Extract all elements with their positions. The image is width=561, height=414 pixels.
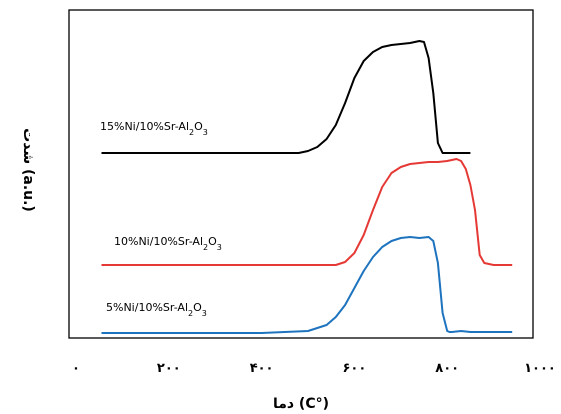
series-line-3 — [101, 236, 513, 334]
x-tick-label: ۶۰۰ — [342, 361, 366, 376]
series-label-1: 15%Ni/10%Sr-Al2O3 — [100, 120, 208, 137]
series-line-2 — [101, 158, 513, 266]
series-line-1 — [101, 40, 471, 154]
series-labels: 15%Ni/10%Sr-Al2O3 10%Ni/10%Sr-Al2O3 5%Ni/1… — [100, 120, 222, 318]
series-label-3: 5%Ni/10%Sr-Al2O3 — [106, 301, 207, 318]
y-axis-title: شدت (a.u.) — [20, 128, 36, 212]
x-tick-label: ۱۰۰۰ — [524, 361, 556, 376]
plot-frame — [68, 9, 534, 339]
x-tick-label: ۲۰۰ — [157, 361, 181, 376]
x-tick-label: ۰ — [72, 361, 80, 376]
x-tick-label: ۴۰۰ — [250, 361, 274, 376]
x-tick-labels: ۰ ۲۰۰ ۴۰۰ ۶۰۰ ۸۰۰ ۱۰۰۰ — [72, 361, 556, 376]
series-label-2: 10%Ni/10%Sr-Al2O3 — [114, 235, 222, 252]
x-axis-title: (°C) دما — [273, 396, 329, 412]
series-lines — [101, 40, 513, 334]
x-tick-label: ۸۰۰ — [435, 361, 459, 376]
